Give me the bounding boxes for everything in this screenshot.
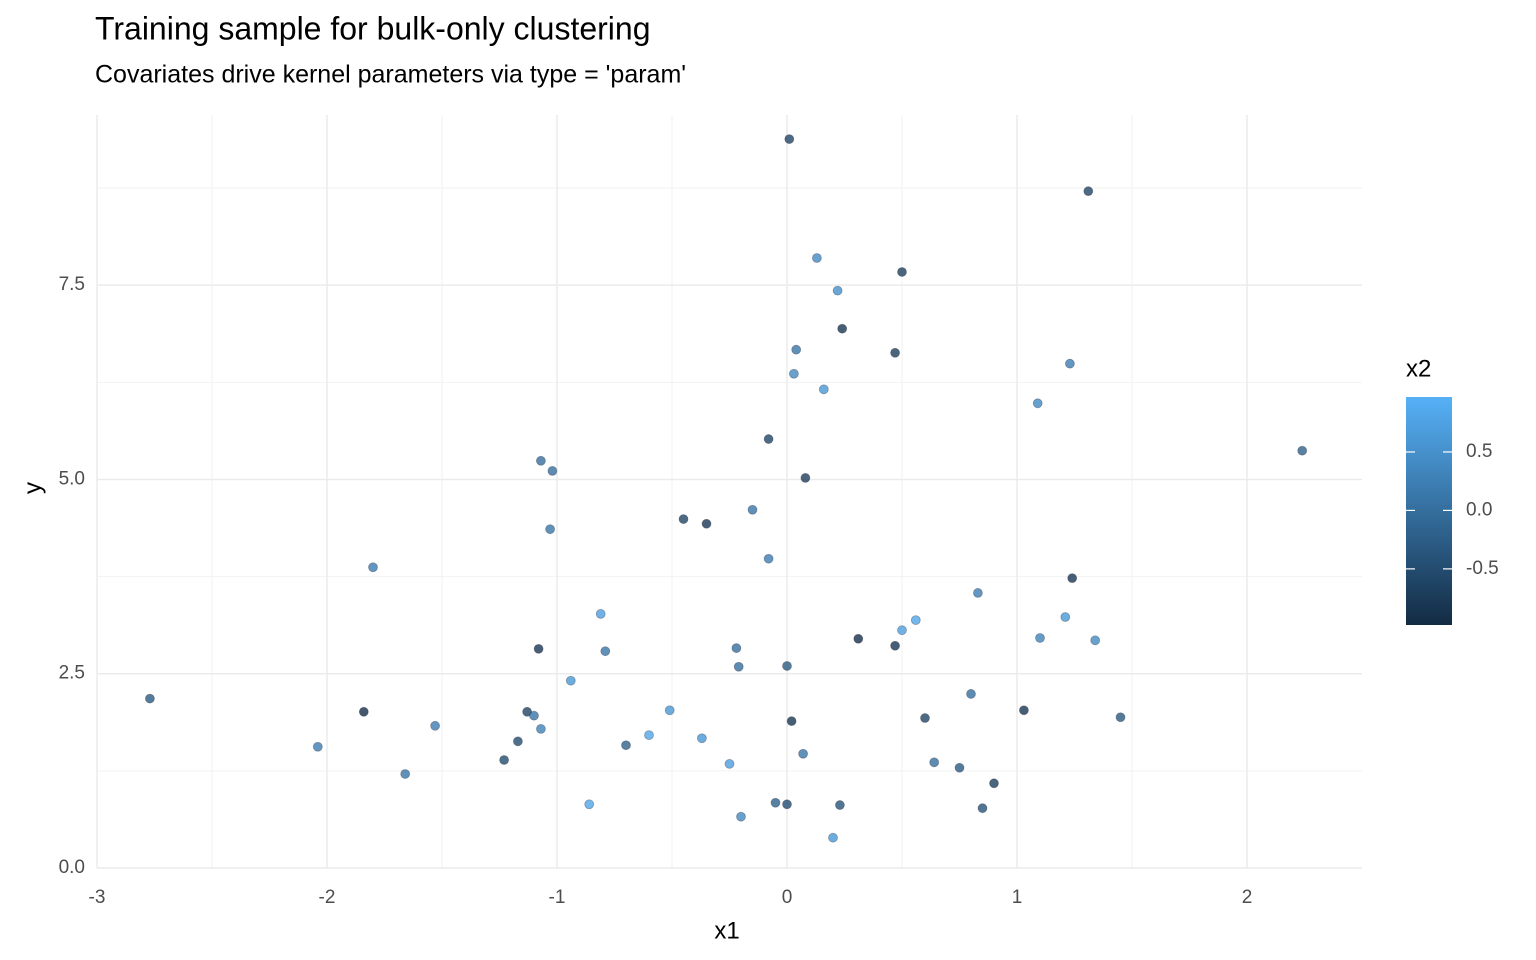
point (1090, 635, 1101, 646)
point (529, 710, 539, 721)
point (1115, 712, 1126, 723)
point (368, 562, 378, 573)
point (565, 675, 576, 686)
y-tick-label: 5.0 (59, 468, 85, 489)
point (1035, 633, 1045, 643)
point (736, 811, 746, 822)
point (835, 800, 845, 810)
x-axis-label: x1 (714, 917, 739, 944)
y-axis-label: y (19, 482, 46, 494)
point (513, 736, 523, 747)
point (1019, 705, 1029, 716)
point (584, 799, 595, 810)
point (144, 693, 155, 704)
point (621, 740, 631, 751)
point (1060, 612, 1071, 622)
colorbar-tick-label: -0.5 (1466, 558, 1499, 579)
point (1032, 398, 1043, 409)
chart-subtitle: Covariates drive kernel parameters via t… (95, 61, 686, 89)
point (724, 758, 735, 769)
x-tick-label: 2 (1242, 887, 1253, 908)
chart-title: Training sample for bulk-only clustering (95, 10, 651, 46)
point (664, 705, 675, 716)
point (1297, 445, 1308, 456)
point (954, 762, 965, 773)
point (400, 769, 411, 779)
point (890, 640, 900, 651)
point (499, 755, 510, 765)
point (545, 524, 555, 535)
point (897, 267, 907, 277)
point (731, 643, 742, 653)
point (533, 643, 544, 654)
point (832, 285, 843, 296)
point (358, 706, 369, 717)
point (920, 713, 930, 723)
point (897, 625, 907, 636)
point (800, 473, 811, 483)
y-tick-label: 7.5 (59, 274, 85, 295)
legend-title: x2 (1406, 355, 1431, 382)
point (989, 778, 999, 789)
point (747, 504, 758, 515)
point (966, 689, 976, 699)
point (770, 797, 781, 808)
point (522, 706, 532, 717)
point (784, 134, 795, 144)
point (733, 661, 744, 672)
point (536, 724, 546, 734)
point (312, 741, 323, 752)
point (782, 799, 792, 810)
point (890, 347, 900, 358)
x-tick-label: -1 (549, 887, 566, 908)
x-tick-label: -3 (89, 887, 106, 908)
point (763, 553, 774, 564)
colorbar-tick-label: 0.5 (1466, 441, 1492, 462)
colorbar-tick-label: 0.0 (1466, 499, 1492, 520)
point (697, 733, 707, 744)
point (791, 344, 802, 355)
y-tick-label: 0.0 (59, 857, 85, 878)
points (144, 134, 1308, 843)
point (782, 661, 792, 671)
point (786, 716, 797, 727)
point (547, 466, 558, 476)
point (789, 368, 799, 379)
point (1083, 186, 1094, 197)
point (828, 832, 838, 843)
point (644, 730, 654, 741)
y-tick-label: 2.5 (59, 663, 85, 684)
point (973, 588, 983, 598)
point (595, 608, 606, 619)
point (536, 455, 546, 466)
point (977, 803, 988, 814)
point (812, 253, 822, 263)
x-tick-label: 0 (782, 887, 793, 908)
point (910, 615, 921, 626)
point (678, 514, 689, 524)
point (763, 434, 774, 444)
point (430, 720, 441, 731)
point (929, 757, 940, 768)
point (701, 518, 712, 529)
x-tick-label: -2 (319, 887, 336, 908)
point (1067, 573, 1078, 584)
point (818, 384, 829, 395)
grid (96, 115, 1362, 869)
point (600, 646, 611, 657)
point (837, 323, 848, 334)
point (1065, 358, 1075, 369)
point (798, 748, 808, 759)
x-tick-label: 1 (1012, 887, 1023, 908)
point (853, 633, 864, 644)
